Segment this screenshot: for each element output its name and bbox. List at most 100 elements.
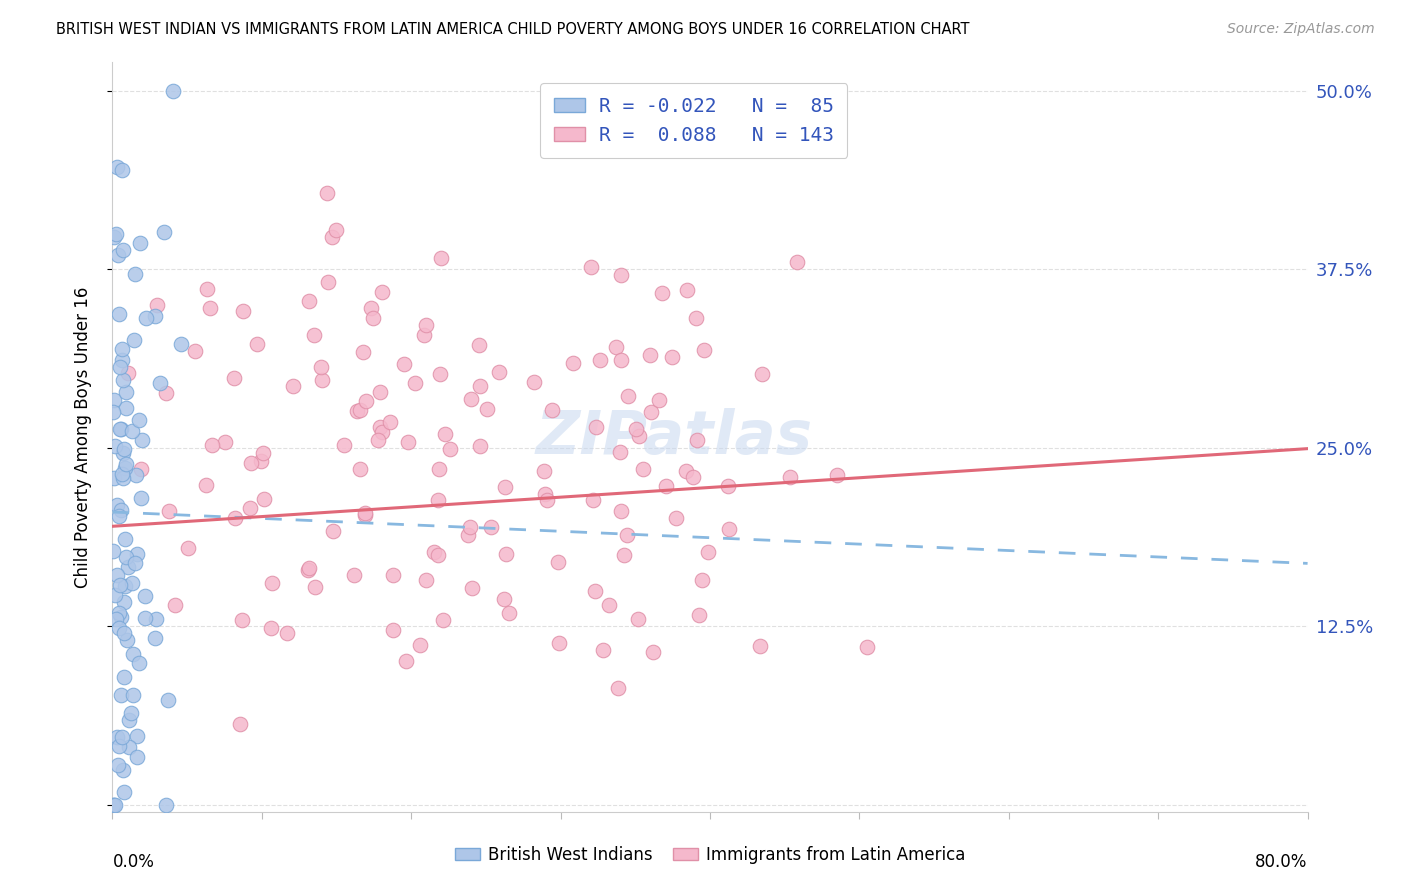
Point — [676, 283, 699, 297]
Point — [149, 376, 172, 390]
Point — [352, 344, 374, 359]
Point — [304, 580, 326, 594]
Point — [121, 576, 143, 591]
Point — [540, 403, 562, 417]
Point — [184, 343, 207, 358]
Point — [610, 353, 633, 368]
Point — [108, 621, 131, 635]
Point — [675, 464, 697, 478]
Point — [429, 368, 451, 382]
Point — [651, 285, 673, 300]
Point — [641, 645, 664, 659]
Point — [101, 405, 124, 419]
Point — [201, 438, 224, 452]
Point — [104, 588, 127, 602]
Point — [354, 394, 377, 409]
Point — [114, 549, 136, 564]
Text: ZIPatlas: ZIPatlas — [536, 408, 813, 467]
Point — [349, 403, 371, 417]
Point — [103, 797, 125, 812]
Point — [239, 456, 262, 470]
Point — [104, 227, 127, 242]
Point — [628, 429, 651, 443]
Point — [124, 467, 146, 482]
Point — [654, 479, 676, 493]
Point — [468, 337, 491, 351]
Point — [415, 573, 437, 587]
Point — [617, 389, 640, 403]
Point — [495, 547, 517, 561]
Point — [370, 420, 392, 434]
Point — [583, 583, 606, 598]
Y-axis label: Child Poverty Among Boys Under 16: Child Poverty Among Boys Under 16 — [73, 286, 91, 588]
Point — [631, 462, 654, 476]
Point — [145, 310, 167, 324]
Point — [108, 739, 131, 753]
Point — [409, 638, 432, 652]
Point — [155, 386, 177, 401]
Point — [112, 244, 135, 258]
Point — [479, 520, 502, 534]
Point — [110, 688, 132, 702]
Point — [103, 230, 125, 244]
Point — [494, 480, 516, 494]
Point — [605, 340, 627, 354]
Point — [640, 405, 662, 419]
Point — [396, 434, 419, 449]
Point — [117, 739, 139, 754]
Point — [105, 161, 128, 175]
Point — [120, 706, 142, 720]
Point — [108, 578, 131, 592]
Point — [259, 622, 281, 636]
Point — [523, 375, 546, 389]
Point — [692, 343, 714, 358]
Point — [122, 333, 145, 347]
Point — [458, 519, 481, 533]
Point — [108, 606, 131, 620]
Point — [582, 493, 605, 508]
Point — [145, 612, 167, 626]
Point — [394, 654, 416, 668]
Point — [170, 336, 193, 351]
Point — [579, 260, 602, 274]
Point — [114, 384, 136, 399]
Point — [110, 422, 132, 436]
Point — [157, 504, 180, 518]
Point — [134, 589, 156, 603]
Point — [232, 304, 254, 318]
Text: Source: ZipAtlas.com: Source: ZipAtlas.com — [1227, 22, 1375, 37]
Point — [115, 633, 138, 648]
Point — [103, 544, 125, 558]
Point — [253, 491, 276, 506]
Point — [110, 422, 132, 436]
Legend: British West Indians, Immigrants from Latin America: British West Indians, Immigrants from La… — [449, 839, 972, 871]
Point — [121, 424, 143, 438]
Point — [239, 501, 262, 516]
Point — [115, 401, 138, 416]
Point — [686, 433, 709, 447]
Point — [125, 749, 148, 764]
Point — [349, 462, 371, 476]
Point — [665, 511, 688, 525]
Point — [108, 508, 131, 523]
Point — [298, 293, 321, 308]
Point — [370, 425, 392, 439]
Point — [118, 713, 141, 727]
Point — [610, 504, 633, 518]
Point — [121, 648, 143, 662]
Point — [371, 285, 394, 299]
Point — [592, 643, 614, 657]
Point — [779, 469, 801, 483]
Point — [585, 419, 607, 434]
Point — [751, 368, 773, 382]
Point — [477, 401, 499, 416]
Point — [616, 528, 638, 542]
Point — [128, 236, 150, 251]
Point — [127, 729, 149, 743]
Point — [112, 785, 135, 799]
Point — [717, 479, 740, 493]
Point — [143, 631, 166, 645]
Point — [110, 609, 132, 624]
Point — [343, 567, 366, 582]
Point — [460, 392, 482, 406]
